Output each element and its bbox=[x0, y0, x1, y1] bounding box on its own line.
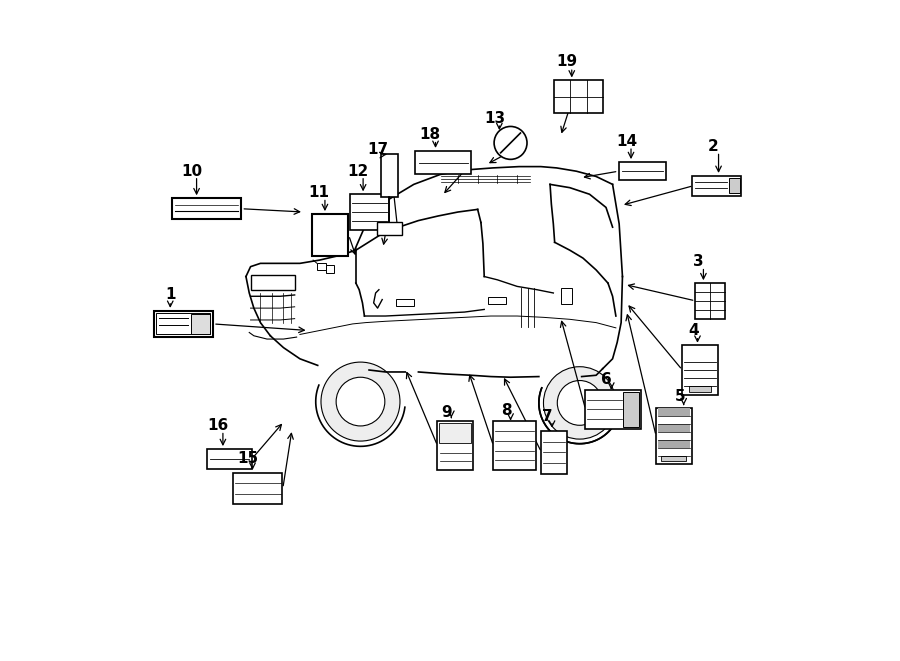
Bar bbox=[437, 421, 473, 471]
Bar bbox=[658, 447, 690, 456]
Bar bbox=[382, 155, 398, 197]
Text: 16: 16 bbox=[208, 418, 229, 434]
Bar bbox=[658, 440, 690, 447]
Circle shape bbox=[336, 377, 385, 426]
Bar bbox=[157, 313, 211, 334]
Circle shape bbox=[321, 362, 400, 441]
Bar bbox=[658, 432, 690, 440]
Bar bbox=[656, 408, 692, 464]
Bar bbox=[695, 283, 725, 319]
Bar bbox=[658, 408, 690, 416]
Bar bbox=[326, 264, 334, 273]
Bar bbox=[658, 416, 690, 424]
Bar bbox=[207, 449, 252, 469]
Circle shape bbox=[544, 367, 616, 439]
Text: 13: 13 bbox=[484, 111, 505, 126]
Circle shape bbox=[494, 126, 527, 159]
Text: 18: 18 bbox=[419, 127, 441, 142]
Text: 5: 5 bbox=[675, 389, 686, 404]
Text: 4: 4 bbox=[688, 323, 699, 338]
Bar bbox=[488, 297, 506, 304]
Text: 2: 2 bbox=[708, 139, 719, 154]
Bar bbox=[493, 421, 536, 471]
Bar bbox=[682, 345, 718, 395]
Text: 11: 11 bbox=[308, 185, 328, 200]
Text: 19: 19 bbox=[556, 54, 578, 69]
Text: 17: 17 bbox=[367, 142, 388, 157]
Text: 10: 10 bbox=[182, 164, 202, 178]
Bar bbox=[439, 424, 472, 444]
Bar bbox=[154, 311, 213, 337]
Bar bbox=[692, 176, 742, 196]
Text: 6: 6 bbox=[601, 372, 612, 387]
Text: 7: 7 bbox=[542, 408, 553, 424]
Bar bbox=[377, 222, 402, 235]
Bar bbox=[250, 274, 295, 290]
Text: 15: 15 bbox=[238, 451, 258, 467]
Text: 3: 3 bbox=[694, 254, 704, 269]
Bar bbox=[396, 299, 415, 306]
Bar bbox=[624, 393, 639, 426]
Bar bbox=[658, 424, 690, 432]
Bar bbox=[317, 262, 326, 270]
Bar bbox=[191, 314, 210, 334]
Circle shape bbox=[557, 381, 602, 425]
Bar bbox=[541, 431, 567, 474]
Bar bbox=[729, 178, 740, 193]
Text: 12: 12 bbox=[347, 164, 368, 178]
Bar bbox=[689, 386, 711, 392]
Bar bbox=[416, 151, 472, 174]
Text: 9: 9 bbox=[441, 405, 452, 420]
Text: 1: 1 bbox=[165, 287, 176, 302]
Text: 8: 8 bbox=[500, 403, 511, 418]
Bar bbox=[554, 81, 603, 113]
Bar bbox=[618, 162, 666, 180]
Bar bbox=[350, 194, 390, 230]
Bar bbox=[172, 198, 241, 219]
Bar bbox=[585, 390, 641, 429]
Text: 14: 14 bbox=[616, 134, 637, 149]
Bar bbox=[312, 214, 348, 256]
Bar bbox=[662, 455, 687, 461]
Bar bbox=[561, 288, 572, 304]
Bar bbox=[233, 473, 283, 504]
